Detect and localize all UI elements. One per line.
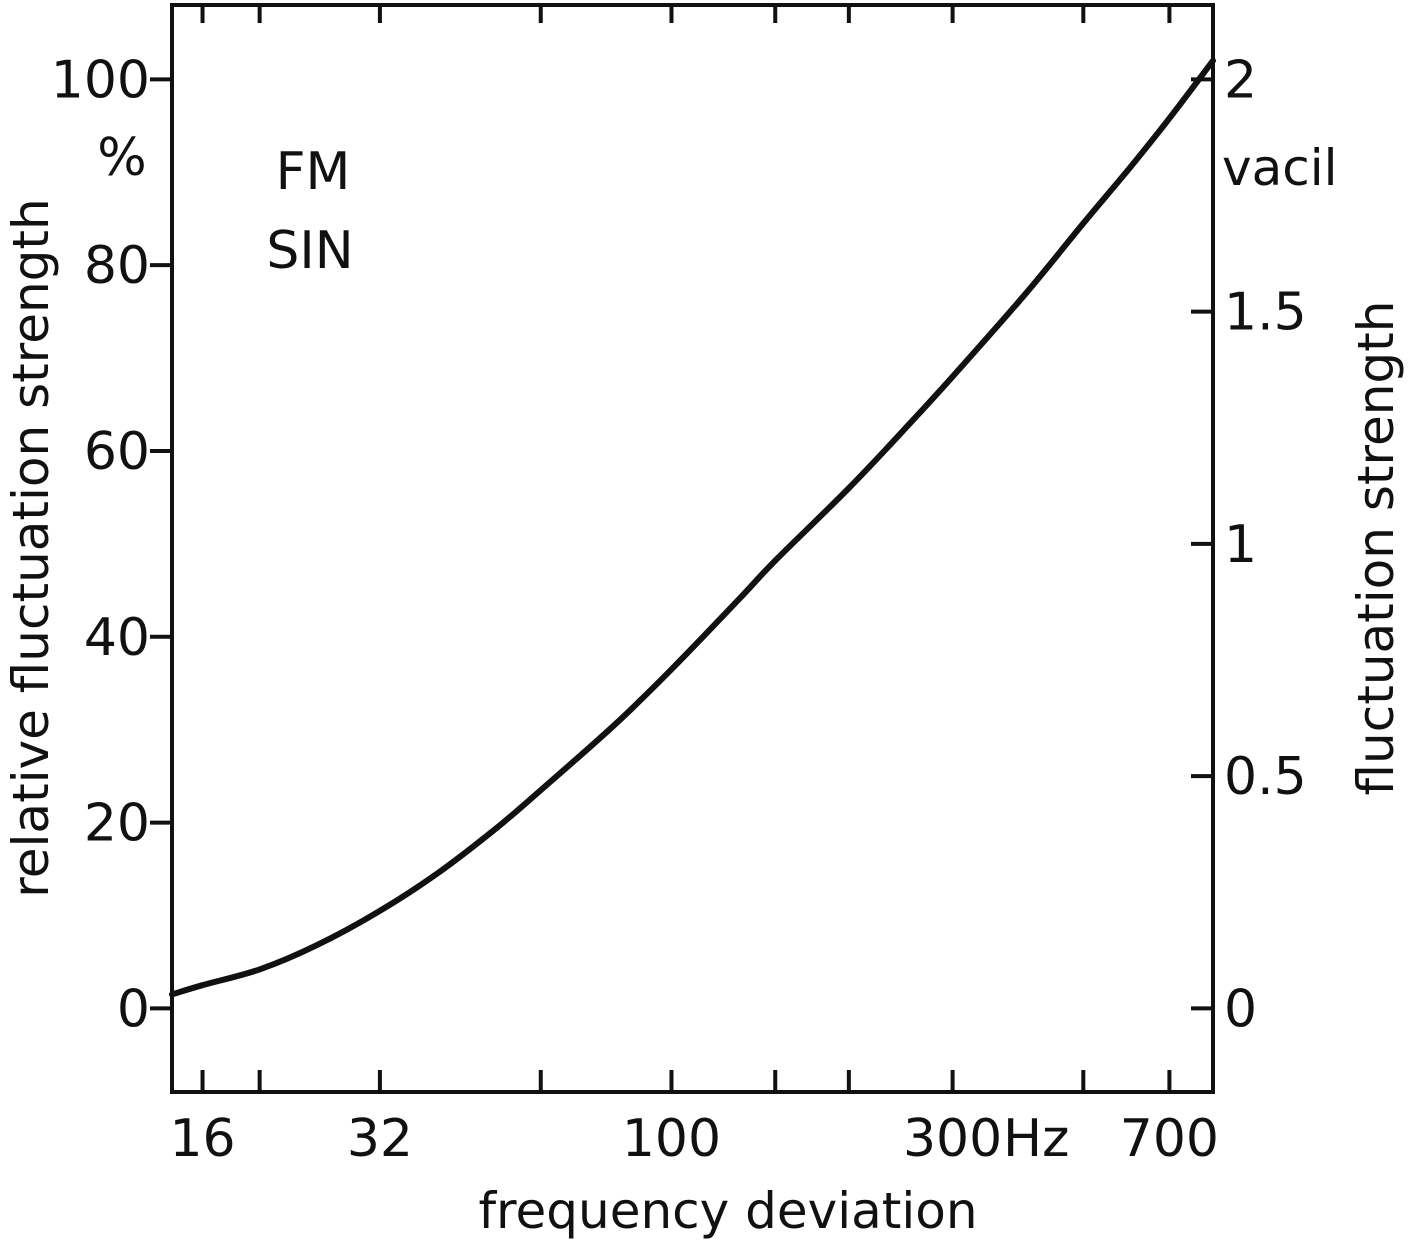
x-tick-label: 100 (622, 1109, 721, 1169)
x-tick-label: 300 (903, 1109, 1002, 1169)
y-tick-label: 100 (51, 50, 150, 110)
y-axis-title: relative fluctuation strength (2, 198, 60, 897)
y2-axis-title: fluctuation strength (1347, 301, 1405, 796)
x-axis-ticks: 16 32 100 300 700 (169, 5, 1219, 1169)
annotation-fm: FM (276, 142, 351, 202)
x-tick-label: 32 (347, 1109, 413, 1169)
plot-frame (170, 3, 1215, 1094)
x-tick-label: 16 (169, 1109, 235, 1169)
y-tick-label: 40 (84, 608, 150, 668)
y-tick-label: 60 (84, 422, 150, 482)
y2-tick-label: 1.5 (1224, 283, 1307, 343)
y2-tick-label: 2 (1224, 50, 1257, 110)
y-axis-ticks: 0 20 40 60 80 100 (51, 50, 172, 1039)
x-axis-title: frequency deviation (478, 1182, 977, 1240)
annotation-sin: SIN (266, 221, 353, 281)
y-unit-label: % (97, 128, 146, 188)
y-tick-label: 0 (117, 979, 150, 1039)
y2-unit-label: vacil (1222, 139, 1338, 197)
x-tick-label: 700 (1120, 1109, 1219, 1169)
x-unit-label: Hz (1003, 1109, 1069, 1169)
series-line (169, 57, 1216, 998)
y-tick-label: 80 (84, 236, 150, 296)
y2-tick-label: 0.5 (1224, 747, 1307, 807)
y2-tick-label: 0 (1224, 979, 1257, 1039)
y2-tick-label: 1 (1224, 515, 1257, 575)
y-tick-label: 20 (84, 794, 150, 854)
y2-axis-ticks: 0 0.5 1 1.5 2 (1191, 50, 1307, 1039)
